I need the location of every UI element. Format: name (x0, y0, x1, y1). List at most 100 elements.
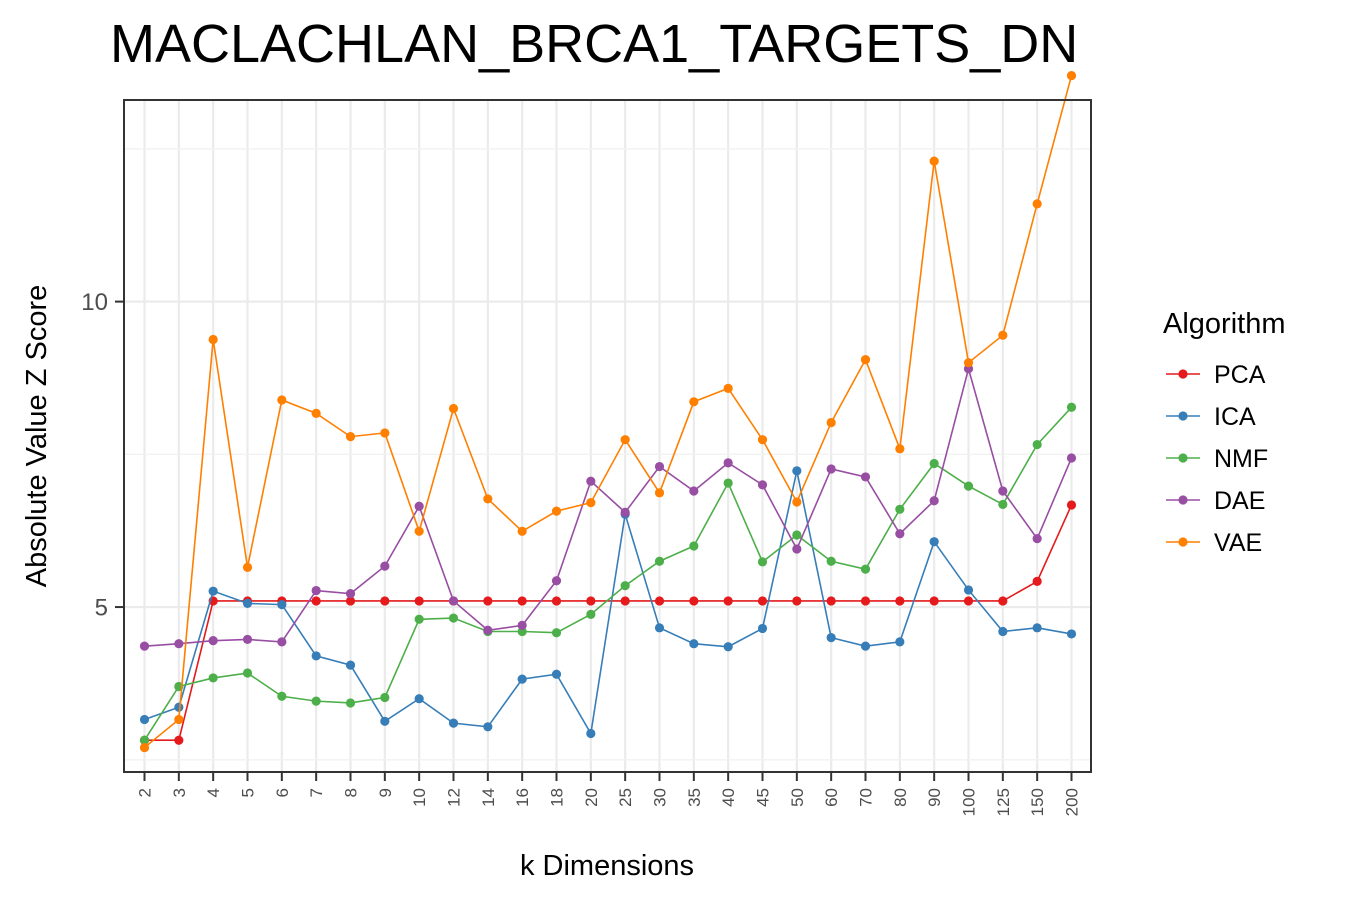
data-point-vae (380, 428, 390, 438)
data-point-nmf (277, 691, 287, 701)
data-point-vae (483, 494, 493, 504)
data-point-nmf (929, 458, 939, 469)
x-tick-label: 12 (445, 788, 464, 807)
x-tick-label: 200 (1063, 788, 1082, 816)
data-point-ica (586, 728, 596, 739)
x-axis-title: k Dimensions (520, 850, 694, 882)
data-point-nmf (654, 556, 665, 566)
data-point-vae (654, 488, 665, 498)
data-point-dae (380, 561, 390, 571)
data-point-ica (139, 714, 150, 725)
legend-label: NMF (1214, 445, 1268, 473)
series-vae (139, 70, 1077, 753)
data-point-ica (929, 537, 939, 547)
series-line-dae (144, 365, 1073, 647)
legend-item-nmf: NMF (1166, 445, 1268, 473)
data-point-pca (380, 596, 390, 606)
data-point-ica (826, 633, 836, 643)
legend-item-vae: VAE (1166, 529, 1262, 557)
x-tick-label: 2 (136, 788, 155, 797)
data-point-pca (689, 596, 699, 606)
series-layer (139, 70, 1077, 753)
x-tick-label: 8 (342, 788, 361, 797)
data-point-pca (414, 596, 424, 606)
x-tick-label: 60 (822, 788, 841, 807)
data-point-pca (483, 596, 493, 606)
data-point-dae (483, 625, 493, 635)
legend-marker (1178, 495, 1188, 505)
data-point-ica (757, 623, 768, 634)
data-point-vae (208, 334, 218, 345)
data-point-vae (586, 497, 596, 508)
data-point-dae (723, 458, 733, 468)
x-tick-label: 20 (582, 788, 601, 807)
data-point-dae (551, 576, 562, 586)
data-point-dae (174, 639, 184, 649)
legend: Algorithm PCA ICA NMF DAE VAE (1163, 308, 1286, 557)
x-tick-label: 45 (754, 788, 773, 807)
x-tick-label: 40 (719, 788, 738, 807)
x-tick-label: 125 (994, 788, 1013, 816)
data-point-dae (620, 507, 630, 517)
data-point-ica (311, 651, 321, 661)
x-tick-label: 7 (307, 788, 326, 797)
data-point-nmf (139, 735, 150, 745)
data-point-nmf (895, 504, 905, 514)
data-point-ica (208, 586, 218, 596)
x-tick-label: 150 (1028, 788, 1047, 816)
data-point-nmf (345, 698, 356, 708)
data-point-dae (586, 476, 596, 486)
y-tick-label: 10 (81, 289, 108, 316)
x-tick-label: 3 (170, 788, 189, 797)
data-point-vae (345, 432, 356, 442)
data-point-pca (757, 596, 768, 606)
data-point-dae (654, 461, 665, 472)
data-point-dae (311, 585, 321, 596)
data-point-nmf (792, 530, 802, 540)
data-point-vae (895, 444, 905, 454)
data-point-ica (860, 641, 871, 651)
data-point-nmf (963, 481, 974, 491)
data-point-pca (895, 596, 905, 606)
data-point-dae (895, 529, 905, 539)
data-point-vae (757, 435, 768, 445)
data-point-ica (689, 639, 699, 649)
x-tick-label: 50 (788, 788, 807, 807)
x-tick-label: 14 (479, 788, 498, 807)
data-point-vae (1066, 70, 1077, 81)
data-point-vae (277, 395, 287, 405)
series-ica (139, 466, 1077, 739)
data-point-pca (517, 596, 527, 606)
data-point-nmf (448, 613, 459, 623)
data-point-ica (654, 623, 665, 633)
data-point-dae (860, 472, 871, 482)
data-point-vae (448, 403, 459, 414)
data-point-pca (1066, 500, 1077, 510)
data-point-vae (551, 506, 562, 516)
data-point-ica (345, 660, 356, 670)
data-point-dae (929, 496, 939, 506)
data-point-nmf (551, 628, 562, 638)
data-point-ica (792, 466, 802, 476)
data-point-nmf (998, 499, 1008, 510)
legend-marker (1178, 411, 1188, 421)
data-point-pca (654, 596, 665, 606)
data-point-dae (792, 544, 802, 554)
data-point-nmf (860, 564, 871, 574)
data-point-dae (139, 641, 150, 651)
data-point-dae (277, 637, 287, 647)
legend-label: ICA (1214, 403, 1256, 431)
data-point-ica (242, 598, 253, 608)
data-point-vae (1032, 199, 1042, 209)
legend-label: DAE (1214, 487, 1265, 515)
legend-label: VAE (1214, 529, 1262, 557)
data-point-nmf (757, 557, 768, 567)
x-tick-label: 18 (548, 788, 567, 807)
data-point-pca (345, 596, 356, 606)
x-tick-label: 5 (239, 788, 258, 797)
data-point-nmf (242, 668, 253, 678)
data-point-nmf (380, 692, 390, 703)
data-point-nmf (208, 673, 218, 683)
series-line-vae (143, 75, 1073, 749)
data-point-ica (380, 716, 390, 726)
